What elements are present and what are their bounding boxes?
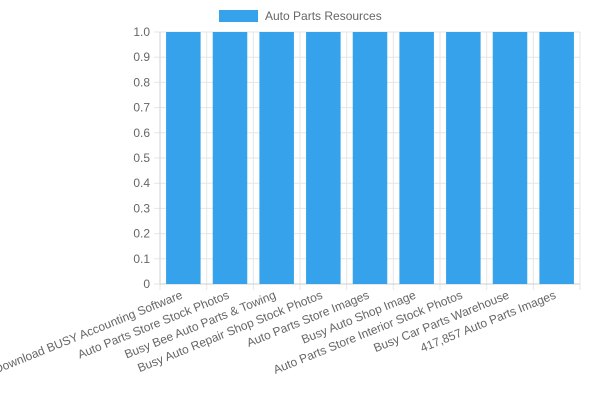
bar[interactable] (352, 32, 388, 284)
y-tick-label: 0 (143, 277, 150, 291)
y-tick-label: 0.2 (133, 227, 150, 241)
legend: Auto Parts Resources (219, 9, 382, 23)
bar[interactable] (166, 32, 201, 284)
y-tick-label: 0.5 (133, 151, 150, 165)
bar[interactable] (259, 32, 294, 284)
y-tick-label: 0.7 (133, 101, 150, 115)
bar[interactable] (306, 32, 341, 284)
y-tick-label: 0.9 (133, 50, 150, 64)
bars (166, 32, 574, 284)
y-axis-ticks: 0 0.1 0.2 0.3 0.4 0.5 0.6 0.7 0.8 0.9 1.0 (133, 25, 150, 291)
legend-label: Auto Parts Resources (265, 9, 382, 23)
bar[interactable] (212, 32, 248, 284)
y-tick-label: 0.4 (133, 176, 150, 190)
bar[interactable] (399, 32, 434, 284)
y-tick-label: 0.6 (133, 126, 150, 140)
bar[interactable] (539, 32, 574, 284)
bar[interactable] (492, 32, 528, 284)
bar[interactable] (446, 32, 481, 284)
legend-swatch (219, 10, 258, 22)
y-tick-label: 1.0 (133, 25, 150, 39)
y-tick-label: 0.8 (133, 75, 150, 89)
y-tick-label: 0.1 (133, 252, 150, 266)
y-tick-label: 0.3 (133, 201, 150, 215)
